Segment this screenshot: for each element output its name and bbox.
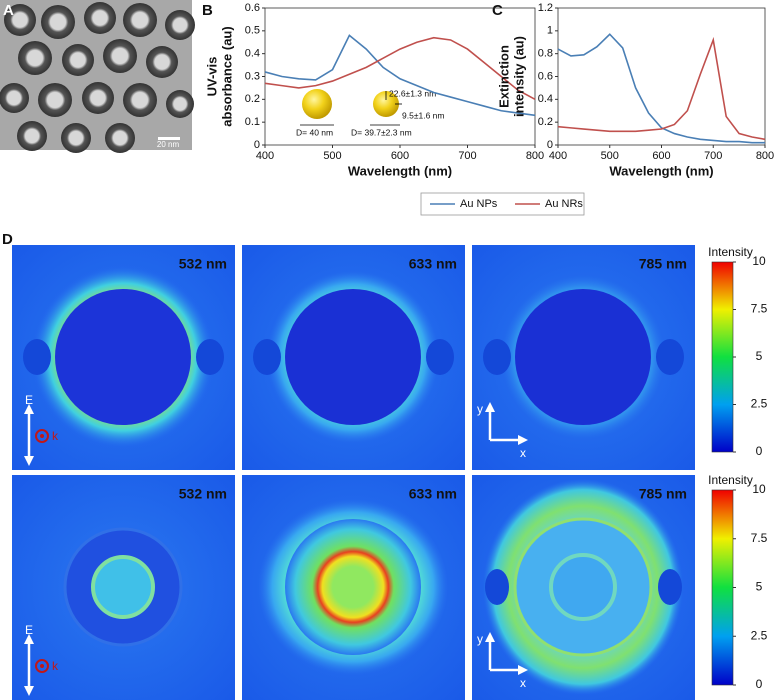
x-tick-label: 600 bbox=[391, 150, 409, 162]
axis-label: x bbox=[520, 446, 526, 460]
colorbar-title: Intensity bbox=[708, 473, 753, 487]
y-tick-label: 0.1 bbox=[245, 116, 260, 128]
colorbar-tick-label: 5 bbox=[756, 349, 763, 363]
annotation: D= 40 nm bbox=[296, 127, 333, 137]
inset bbox=[300, 89, 402, 126]
y-tick-label: 0.8 bbox=[538, 48, 553, 60]
y-axis-title: UV-vis bbox=[204, 57, 219, 97]
wavelength-label: 785 nm bbox=[639, 256, 687, 272]
annotation: 9.5±1.6 nm bbox=[402, 110, 444, 120]
legend-label: Au NRs bbox=[545, 198, 583, 210]
annotation: D= 39.7±2.3 nm bbox=[351, 127, 412, 137]
colorbar bbox=[711, 261, 734, 453]
axis-label: y bbox=[477, 632, 483, 646]
wavelength-label: 785 nm bbox=[639, 486, 687, 502]
y-tick-label: 0.6 bbox=[245, 2, 260, 14]
legend-label: Au NPs bbox=[460, 198, 498, 210]
x-axis-title: Wavelength (nm) bbox=[609, 163, 713, 178]
colorbar-tick-label: 0 bbox=[756, 444, 763, 458]
plot-frame bbox=[264, 7, 536, 146]
colorbar bbox=[711, 489, 734, 686]
y-axis-title: absorbance (au) bbox=[219, 26, 234, 126]
wavelength-label: 633 nm bbox=[409, 256, 457, 272]
axis-label: x bbox=[520, 676, 526, 690]
tem-image: 20 nm bbox=[0, 0, 195, 153]
x-tick-label: 500 bbox=[323, 150, 341, 162]
y-tick-label: 0.2 bbox=[245, 93, 260, 105]
series-line bbox=[557, 36, 766, 141]
colorbar-tick-label: 0 bbox=[756, 677, 763, 691]
y-axis-title: Extinction bbox=[496, 45, 511, 108]
x-tick-label: 800 bbox=[526, 150, 544, 162]
x-axis-title: Wavelength (nm) bbox=[348, 163, 452, 178]
panel-label: D bbox=[2, 231, 13, 248]
legend: Au NPs Au NRs bbox=[420, 192, 585, 216]
y-tick-label: 1 bbox=[547, 25, 553, 37]
series-line bbox=[557, 33, 765, 144]
series-line bbox=[264, 34, 536, 117]
y-tick-label: 0 bbox=[547, 139, 553, 151]
field-maps: E E k k x x y y bbox=[12, 245, 695, 700]
x-tick-label: 800 bbox=[756, 150, 774, 162]
x-tick-label: 600 bbox=[652, 150, 670, 162]
y-tick-label: 0.4 bbox=[538, 93, 553, 105]
polarization-label: E bbox=[25, 623, 33, 637]
colorbar-tick-label: 10 bbox=[752, 254, 766, 268]
propagation-label: k bbox=[52, 429, 59, 443]
colorbar-tick-label: 7.5 bbox=[751, 531, 768, 545]
panel-label: A bbox=[3, 2, 14, 19]
y-tick-label: 0.6 bbox=[538, 70, 553, 82]
scale-bar-label: 20 nm bbox=[157, 140, 180, 149]
wavelength-label: 633 nm bbox=[409, 486, 457, 502]
annotation: 22.6±1.3 nm bbox=[389, 88, 436, 98]
colorbar-tick-label: 2.5 bbox=[751, 397, 768, 411]
y-tick-label: 0.2 bbox=[538, 116, 553, 128]
series-line bbox=[264, 36, 536, 101]
polarization-label: E bbox=[25, 393, 33, 407]
x-tick-label: 700 bbox=[458, 150, 476, 162]
propagation-label: k bbox=[52, 659, 59, 673]
y-tick-label: 1.2 bbox=[538, 2, 553, 14]
panel-label: B bbox=[202, 2, 213, 19]
x-tick-label: 400 bbox=[549, 150, 567, 162]
axis-label: y bbox=[477, 402, 483, 416]
x-tick-label: 500 bbox=[601, 150, 619, 162]
y-tick-label: 0.4 bbox=[245, 48, 260, 60]
panel-label: C bbox=[492, 2, 503, 19]
colorbar-tick-label: 7.5 bbox=[751, 302, 768, 316]
x-tick-label: 400 bbox=[256, 150, 274, 162]
y-tick-label: 0 bbox=[254, 139, 260, 151]
y-tick-label: 0.5 bbox=[245, 25, 260, 37]
colorbar-tick-label: 5 bbox=[756, 580, 763, 594]
y-tick-label: 0.3 bbox=[245, 70, 260, 82]
colorbar-tick-label: 2.5 bbox=[751, 628, 768, 642]
colorbar-tick-label: 10 bbox=[752, 482, 766, 496]
x-tick-label: 700 bbox=[704, 150, 722, 162]
wavelength-label: 532 nm bbox=[179, 486, 227, 502]
plot-frame bbox=[557, 7, 766, 146]
colorbar-title: Intensity bbox=[708, 245, 753, 259]
wavelength-label: 532 nm bbox=[179, 256, 227, 272]
y-axis-title: intensity (au) bbox=[511, 36, 526, 117]
